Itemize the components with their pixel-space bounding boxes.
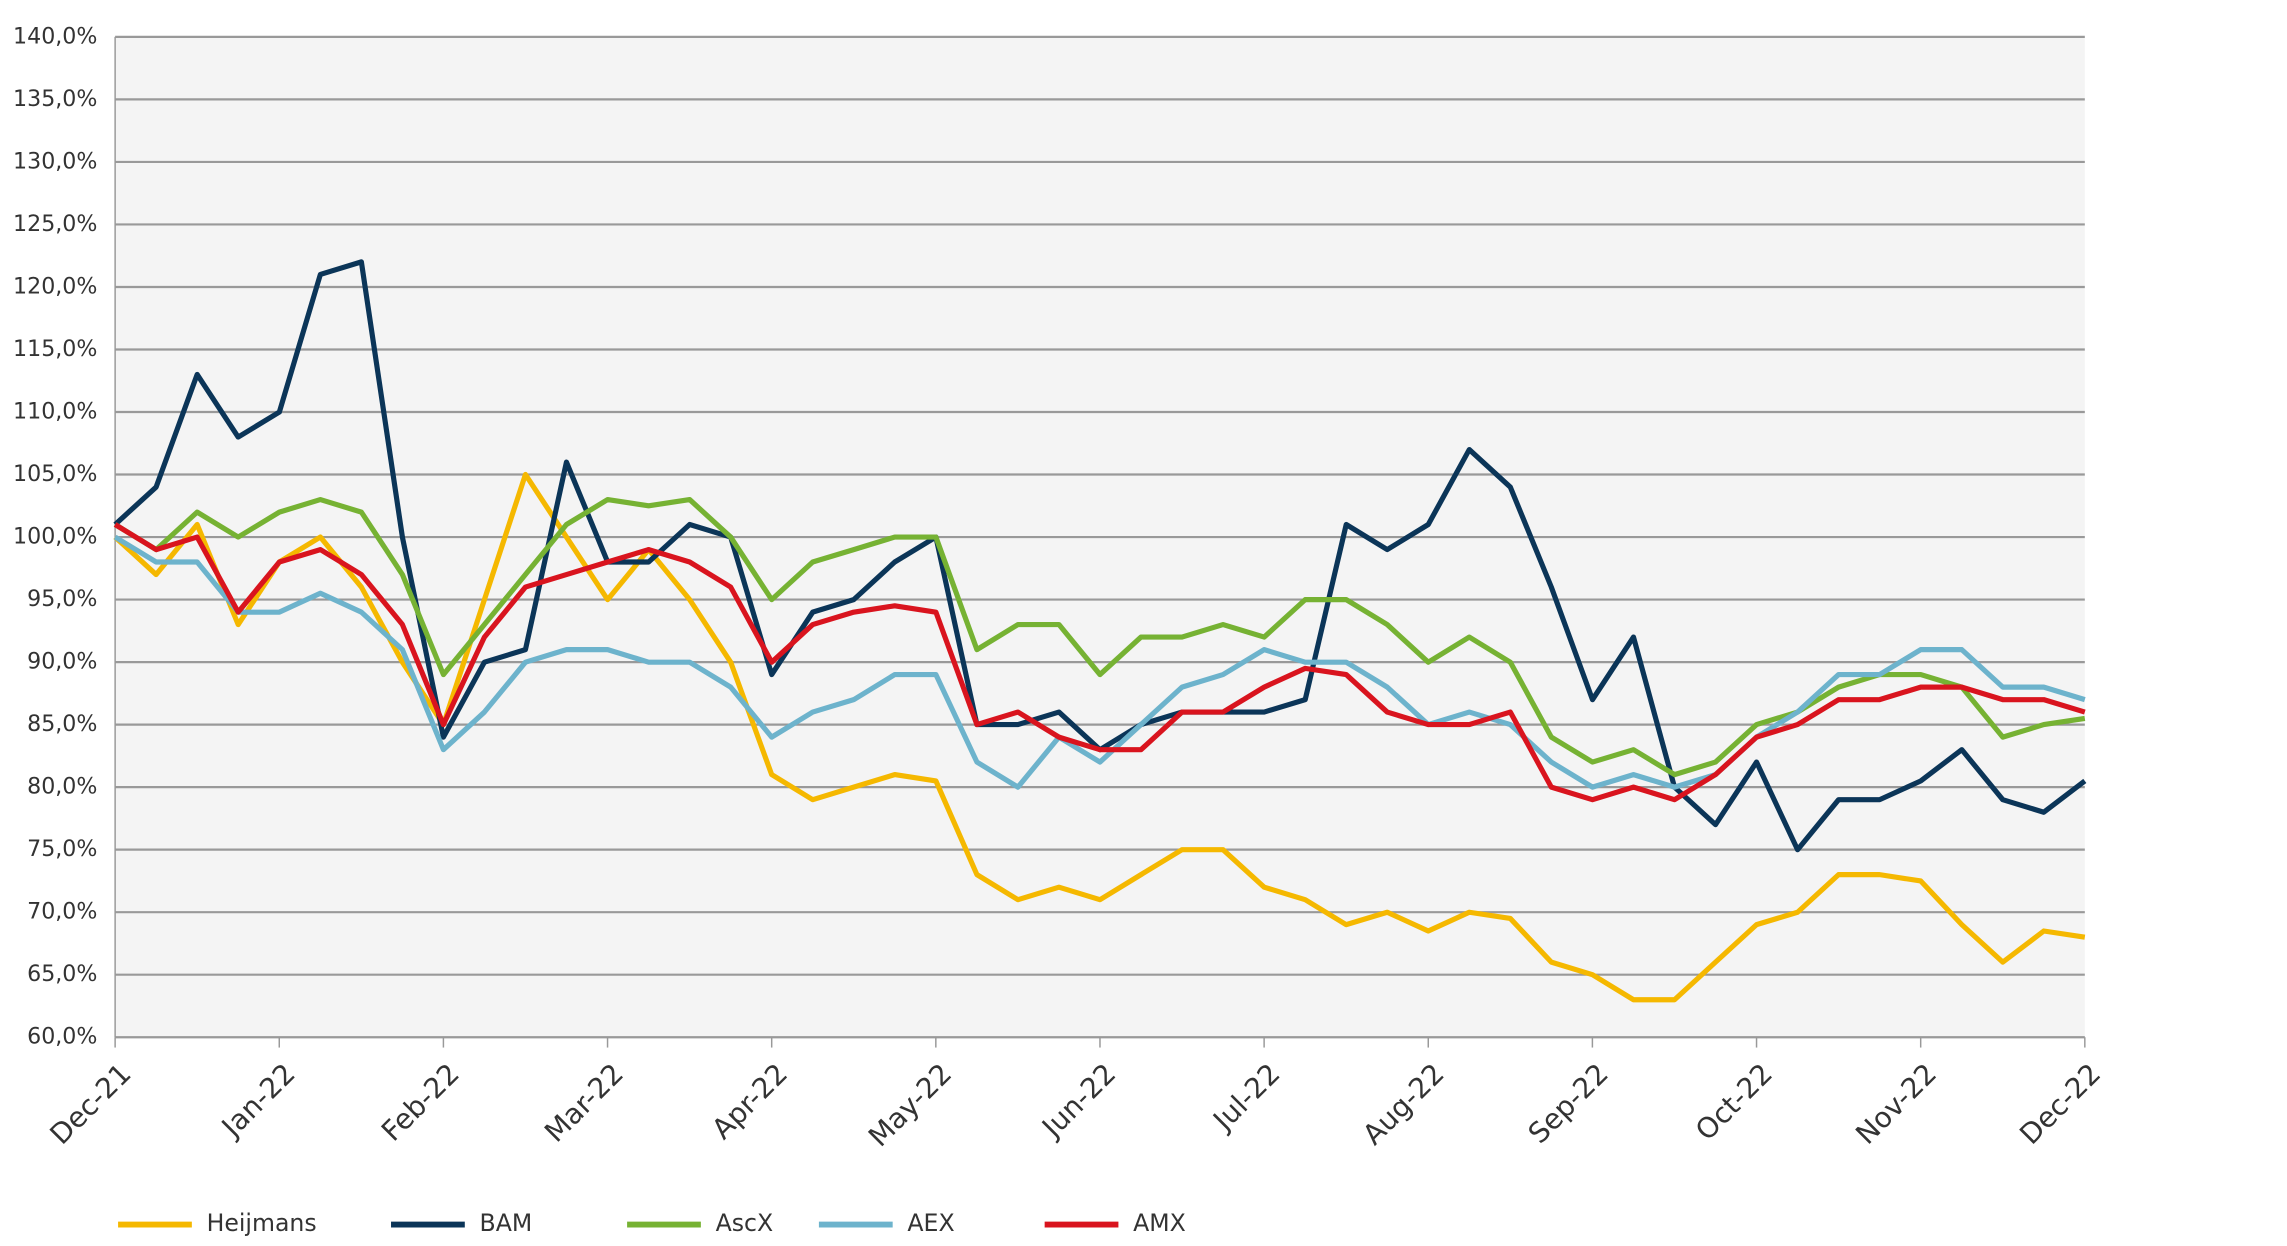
y-tick-label: 70,0%	[27, 899, 97, 925]
series-line	[113, 522, 2086, 803]
legend-label: AMX	[1133, 1209, 1186, 1237]
y-tick-label: 105,0%	[13, 461, 97, 487]
x-tick-label: Aug-22	[1356, 1057, 1450, 1151]
y-tick-label: 65,0%	[27, 961, 97, 987]
y-tick-label: 120,0%	[13, 273, 97, 299]
y-tick-label: 125,0%	[13, 211, 97, 237]
x-tick-label: Jun-22	[1034, 1057, 1122, 1145]
legend-label: AEX	[907, 1209, 954, 1237]
legend-label: BAM	[480, 1209, 533, 1237]
x-tick-label: Oct-22	[1689, 1057, 1779, 1147]
y-tick-label: 95,0%	[27, 586, 97, 612]
x-tick-label: May-22	[862, 1057, 958, 1153]
y-tick-label: 130,0%	[13, 148, 97, 174]
x-tick-label: Sep-22	[1522, 1057, 1615, 1150]
x-tick-label: Mar-22	[538, 1057, 630, 1149]
y-tick-label: 115,0%	[13, 336, 97, 362]
legend-label: Heijmans	[207, 1209, 317, 1237]
y-tick-label: 110,0%	[13, 399, 97, 425]
x-tick-label: Jan-22	[214, 1057, 302, 1145]
x-tick-label: Nov-22	[1849, 1057, 1943, 1151]
y-tick-label: 60,0%	[27, 1024, 97, 1050]
x-tick-label: Jul-22	[1206, 1057, 1287, 1138]
x-tick-label: Feb-22	[375, 1057, 466, 1148]
y-tick-label: 90,0%	[27, 649, 97, 675]
y-tick-label: 140,0%	[13, 23, 97, 49]
y-tick-label: 80,0%	[27, 774, 97, 800]
x-tick-label: Apr-22	[705, 1057, 794, 1146]
series-line	[113, 496, 2086, 778]
y-tick-label: 85,0%	[27, 711, 97, 737]
x-tick-label: Dec-22	[2013, 1057, 2107, 1151]
y-tick-label: 100,0%	[13, 524, 97, 550]
x-tick-label: Dec-21	[44, 1057, 138, 1151]
y-tick-label: 75,0%	[27, 836, 97, 862]
legend-label: AscX	[716, 1209, 774, 1237]
y-tick-label: 135,0%	[13, 86, 97, 112]
